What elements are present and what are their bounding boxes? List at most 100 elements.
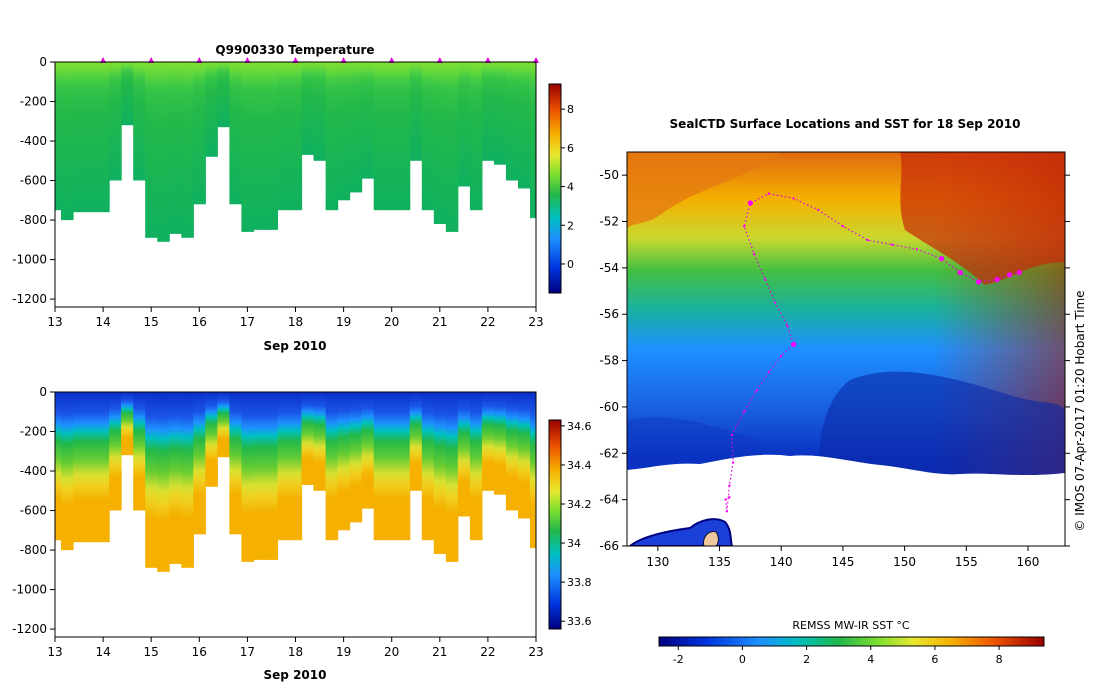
profile-column — [433, 62, 447, 224]
seal-location-point — [752, 252, 756, 256]
seal-location-point — [780, 354, 783, 358]
seal-location-point — [817, 208, 820, 212]
seal-location-point — [767, 371, 771, 374]
colorbar-tick-label: 0 — [739, 653, 746, 666]
x-tick-label: 135 — [708, 555, 731, 569]
profile-column — [265, 392, 278, 560]
colorbar-tick-label: 6 — [931, 653, 938, 666]
profile-column — [97, 62, 110, 213]
colorbar-tick-label: 2 — [803, 653, 810, 666]
y-tick-label: -54 — [599, 261, 619, 275]
x-tick-label: 19 — [336, 645, 351, 659]
profile-column — [73, 62, 86, 213]
profile-column — [530, 62, 536, 219]
profile-column — [73, 392, 86, 543]
profile-column — [193, 392, 206, 535]
x-tick-label: 23 — [528, 645, 543, 659]
profile-column — [337, 392, 351, 531]
x-tick-label: 14 — [95, 315, 110, 329]
y-tick-label: -800 — [20, 543, 47, 557]
profile-column — [361, 392, 375, 509]
seal-location-point — [994, 276, 1000, 283]
y-tick-label: -600 — [20, 174, 47, 188]
temperature-chart-title: Q9900330 Temperature — [215, 43, 374, 57]
x-tick-label: 23 — [528, 315, 543, 329]
x-tick-label: 18 — [288, 645, 303, 659]
seal-location-point — [743, 410, 746, 413]
x-tick-label: 13 — [47, 315, 62, 329]
colorbar-tick-label: -2 — [673, 653, 684, 666]
profile-column — [421, 392, 435, 541]
x-tick-label: 17 — [240, 315, 255, 329]
y-tick-label: -200 — [20, 95, 47, 109]
profile-column — [518, 392, 531, 519]
profile-column — [505, 62, 519, 181]
temperature-colorbar-ticks: 0 2 4 6 8 — [561, 103, 574, 271]
profile-column — [349, 392, 363, 523]
x-tick-label: 18 — [288, 315, 303, 329]
colorbar-tick-label: 34.6 — [567, 420, 592, 433]
profile-column — [229, 392, 242, 535]
profile-column — [481, 62, 495, 161]
profile-column — [385, 392, 399, 541]
profile-column — [409, 62, 423, 161]
x-tick-label: 155 — [955, 555, 978, 569]
y-tick-label: -58 — [599, 354, 619, 368]
seal-location-point — [728, 496, 731, 499]
y-tick-label: -1200 — [12, 292, 47, 306]
profile-column — [61, 392, 74, 551]
y-tick-label: -60 — [599, 400, 619, 414]
y-tick-label: -62 — [599, 446, 619, 460]
y-tick-label: -1000 — [12, 253, 47, 267]
y-tick-label: 0 — [39, 55, 47, 69]
profile-column — [445, 392, 459, 562]
profile-column — [373, 62, 387, 211]
sst-map-title: SealCTD Surface Locations and SST for 18… — [670, 117, 1021, 131]
profile-column — [121, 392, 134, 456]
sst-colorbar — [658, 636, 1045, 647]
sst-colorbar-label: REMSS MW-IR SST °C — [792, 619, 910, 632]
x-tick-label: 22 — [480, 315, 495, 329]
profile-column — [445, 62, 459, 232]
profile-column — [169, 392, 182, 564]
profile-column — [361, 62, 375, 179]
colorbar-tick-label: 33.6 — [567, 615, 592, 628]
profile-column — [133, 62, 146, 181]
x-tick-label: 14 — [95, 645, 110, 659]
profile-column — [229, 62, 242, 205]
salinity-colorbar — [548, 419, 562, 630]
colorbar-tick-label: 34.4 — [567, 459, 592, 472]
temperature-section-fill — [55, 62, 536, 307]
sst-map-y-axis: -50 -52 -54 -56 -58 -60 -62 -64 -66 — [599, 168, 1070, 553]
profile-column — [205, 62, 218, 157]
y-tick-label: -1000 — [12, 583, 47, 597]
profile-column — [349, 62, 363, 193]
colorbar-tick-label: 4 — [867, 653, 874, 666]
y-tick-label: -64 — [599, 493, 619, 507]
salinity-section-fill — [55, 392, 536, 637]
profile-column — [85, 62, 98, 213]
y-tick-label: -50 — [599, 168, 619, 182]
profile-column — [241, 392, 254, 562]
seal-location-point — [731, 461, 735, 464]
seal-location-point — [841, 225, 845, 228]
temperature-y-axis: 0 -200 -400 -600 -800 -1000 -1200 — [12, 55, 55, 306]
seal-track — [725, 193, 1020, 512]
profile-column — [457, 392, 471, 517]
seal-location-point — [915, 248, 919, 251]
seal-location-point — [773, 301, 777, 304]
profile-column — [493, 62, 507, 165]
seal-location-point — [792, 197, 795, 200]
profile-column — [493, 392, 507, 495]
salinity-x-axis: 13 14 15 16 17 18 19 20 21 22 23 — [47, 637, 544, 659]
x-tick-label: 22 — [480, 645, 495, 659]
colorbar-tick-label: 6 — [567, 142, 574, 155]
profile-column — [530, 392, 536, 549]
profile-column — [241, 62, 254, 232]
seal-surface-locations — [724, 192, 1022, 513]
seal-location-point — [939, 256, 945, 262]
y-tick-label: -66 — [599, 539, 619, 553]
y-tick-label: -1200 — [12, 622, 47, 636]
profile-column — [313, 392, 327, 491]
